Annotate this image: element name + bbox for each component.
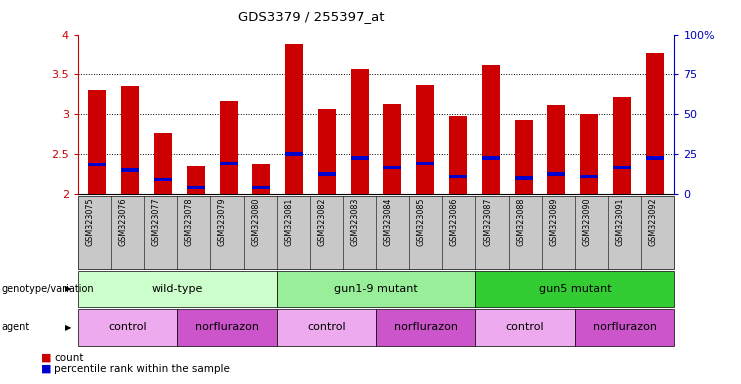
Bar [285, 44, 303, 194]
Text: GSM323092: GSM323092 [648, 197, 658, 246]
Text: GSM323084: GSM323084 [384, 197, 393, 246]
Text: GSM323091: GSM323091 [616, 197, 625, 246]
Bar [449, 175, 467, 178]
Text: norflurazon: norflurazon [393, 322, 458, 333]
Bar [548, 106, 565, 194]
Bar [122, 168, 139, 172]
Text: GSM323082: GSM323082 [317, 197, 326, 246]
Text: gun5 mutant: gun5 mutant [539, 284, 611, 294]
Bar [514, 176, 533, 180]
Bar [580, 114, 598, 194]
Text: GSM323083: GSM323083 [350, 197, 359, 246]
Bar [318, 172, 336, 176]
Bar [219, 162, 238, 166]
Text: ■: ■ [41, 364, 51, 374]
Bar [350, 156, 369, 160]
Bar [88, 163, 107, 166]
Text: GSM323087: GSM323087 [483, 197, 492, 246]
Text: norflurazon: norflurazon [593, 322, 657, 333]
Text: ■: ■ [41, 353, 51, 363]
Bar [613, 97, 631, 194]
Text: percentile rank within the sample: percentile rank within the sample [54, 364, 230, 374]
Bar [88, 90, 107, 194]
Text: GSM323075: GSM323075 [85, 197, 94, 246]
Bar [154, 178, 172, 181]
Text: control: control [506, 322, 545, 333]
Text: GSM323090: GSM323090 [582, 197, 591, 246]
Bar [416, 85, 434, 194]
Bar [122, 86, 139, 194]
Text: agent: agent [1, 322, 30, 333]
Bar [318, 109, 336, 194]
Text: control: control [108, 322, 147, 333]
Text: GSM323089: GSM323089 [549, 197, 558, 246]
Text: control: control [307, 322, 345, 333]
Bar [645, 53, 664, 194]
Bar [154, 132, 172, 194]
Text: wild-type: wild-type [152, 284, 203, 294]
Text: gun1-9 mutant: gun1-9 mutant [334, 284, 418, 294]
Text: norflurazon: norflurazon [195, 322, 259, 333]
Bar [416, 162, 434, 166]
Text: GSM323081: GSM323081 [285, 197, 293, 246]
Text: GSM323079: GSM323079 [218, 197, 227, 246]
Text: GSM323085: GSM323085 [416, 197, 426, 246]
Bar [548, 172, 565, 176]
Text: GSM323077: GSM323077 [152, 197, 161, 246]
Text: GSM323076: GSM323076 [119, 197, 127, 246]
Bar [482, 65, 499, 194]
Bar [253, 186, 270, 189]
Text: GDS3379 / 255397_at: GDS3379 / 255397_at [238, 10, 385, 23]
Bar [187, 166, 205, 194]
Bar [253, 164, 270, 194]
Bar [613, 166, 631, 169]
Bar [219, 101, 238, 194]
Text: ▶: ▶ [65, 285, 72, 293]
Bar [383, 104, 402, 194]
Bar [285, 152, 303, 156]
Text: GSM323080: GSM323080 [251, 197, 260, 246]
Text: GSM323078: GSM323078 [185, 197, 194, 246]
Text: GSM323088: GSM323088 [516, 197, 525, 246]
Bar [645, 156, 664, 160]
Text: ▶: ▶ [65, 323, 72, 332]
Text: count: count [54, 353, 84, 363]
Bar [449, 116, 467, 194]
Bar [350, 69, 369, 194]
Bar [580, 175, 598, 178]
Bar [514, 120, 533, 194]
Bar [383, 166, 402, 169]
Text: GSM323086: GSM323086 [450, 197, 459, 246]
Bar [187, 186, 205, 189]
Bar [482, 156, 499, 160]
Text: genotype/variation: genotype/variation [1, 284, 94, 294]
